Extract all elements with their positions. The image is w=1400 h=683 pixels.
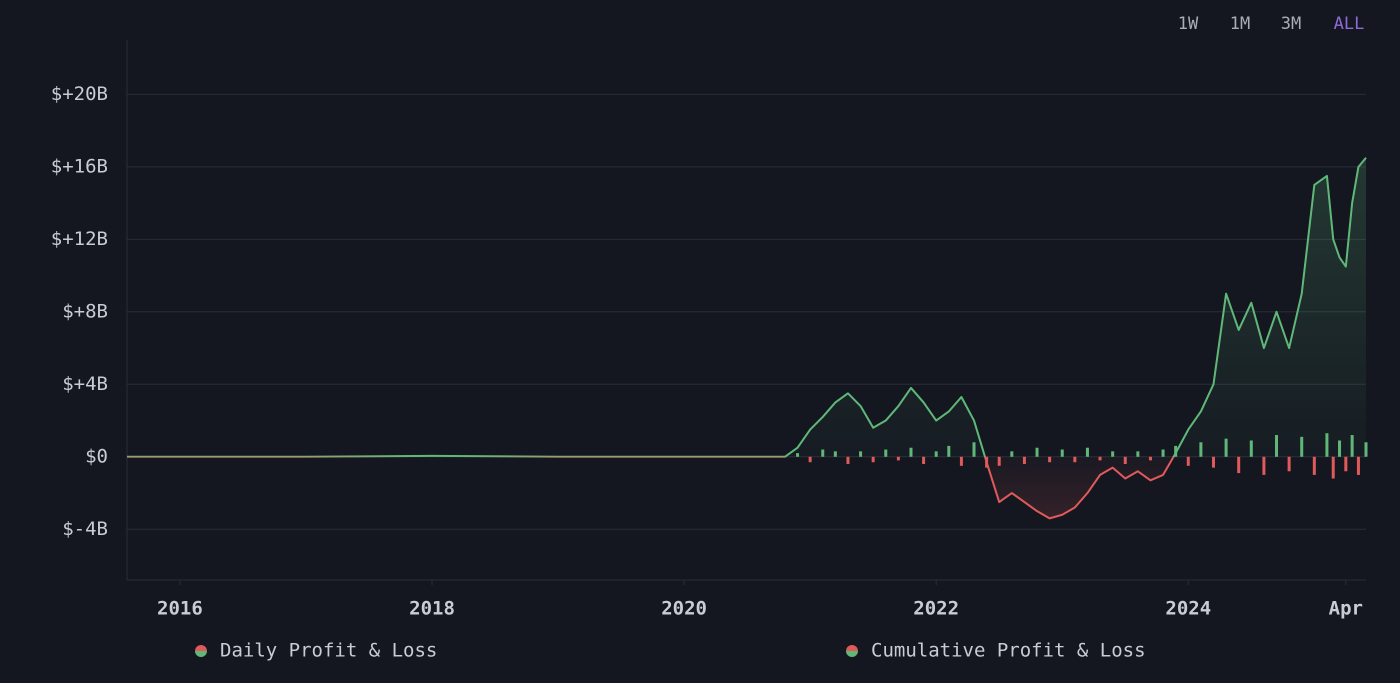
x-tick-label: 2024: [1165, 598, 1211, 620]
x-tick-label: 2020: [661, 598, 707, 620]
legend-item: Daily Profit & Loss: [195, 640, 437, 662]
bar: [1262, 456, 1266, 475]
legend-dot: [846, 645, 858, 651]
y-tick-label: $+12B: [51, 228, 108, 250]
bar: [1344, 456, 1348, 472]
bar: [1356, 456, 1360, 475]
bar: [871, 456, 875, 463]
legend-dot: [195, 645, 207, 651]
range-button[interactable]: ALL: [1334, 14, 1365, 34]
bar: [1331, 456, 1335, 479]
y-tick-label: $+20B: [51, 83, 108, 105]
x-tick-label: 2022: [913, 598, 959, 620]
legend-label: Daily Profit & Loss: [220, 640, 437, 662]
x-tick-label: 2016: [157, 598, 203, 620]
bar: [1010, 451, 1014, 457]
bar: [1211, 456, 1215, 468]
legend-item: Cumulative Profit & Loss: [846, 640, 1146, 662]
bar: [922, 456, 926, 465]
line: [127, 157, 1367, 520]
range-button[interactable]: 1W: [1178, 14, 1199, 34]
bar: [1186, 456, 1190, 466]
bar: [1035, 447, 1039, 457]
x-tick-label: 2018: [409, 598, 455, 620]
bar: [1085, 447, 1089, 457]
legend-dot: [846, 651, 858, 657]
bar: [1237, 456, 1241, 474]
bar: [1312, 456, 1316, 475]
y-tick-label: $-4B: [62, 518, 108, 540]
y-tick-label: $0: [85, 445, 108, 467]
legend-dot: [195, 651, 207, 657]
y-tick-label: $+8B: [62, 300, 108, 322]
bar: [1060, 449, 1064, 457]
y-tick-label: $+4B: [62, 373, 108, 395]
bar: [1111, 451, 1115, 457]
bar: [1136, 451, 1140, 457]
range-button[interactable]: 3M: [1281, 14, 1301, 34]
bar: [808, 456, 812, 463]
bar: [959, 456, 963, 466]
bar: [1161, 449, 1165, 457]
bar: [846, 456, 850, 465]
range-button[interactable]: 1M: [1230, 14, 1250, 34]
y-tick-label: $+16B: [51, 155, 108, 177]
x-tick-label: Apr: [1329, 598, 1363, 620]
legend-label: Cumulative Profit & Loss: [871, 640, 1146, 662]
bar: [896, 456, 900, 461]
bar: [1287, 456, 1291, 472]
